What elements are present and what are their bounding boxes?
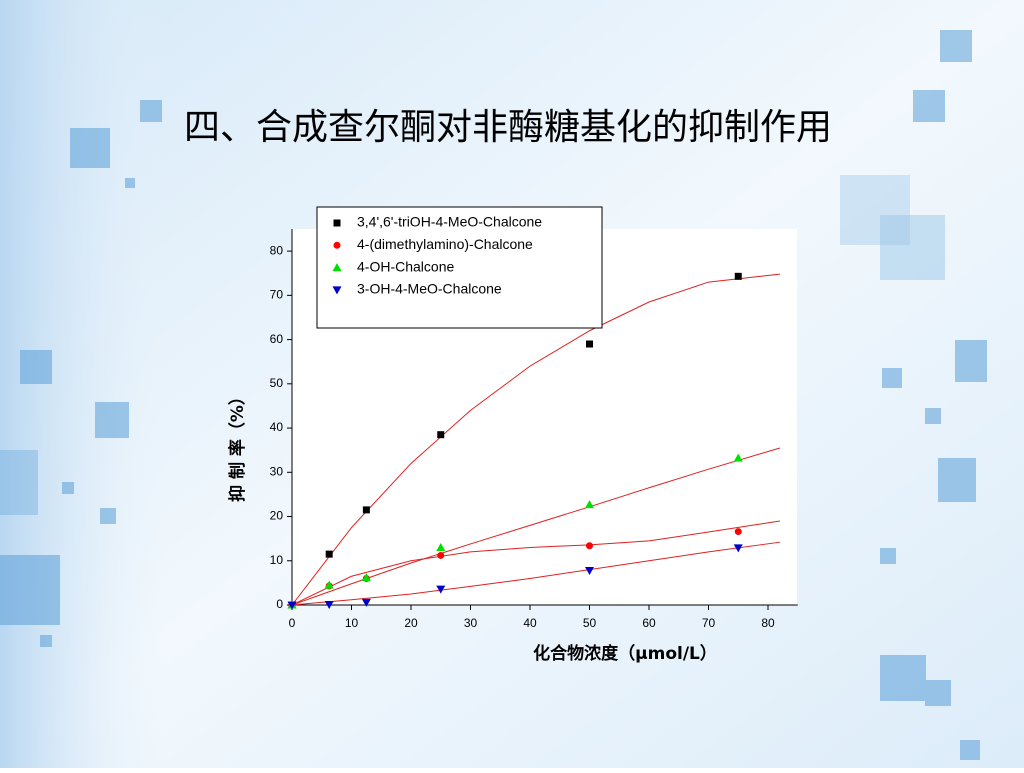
x-tick-label: 80 — [761, 616, 775, 630]
marker — [586, 340, 593, 348]
y-tick-label: 70 — [270, 288, 284, 302]
y-tick-label: 60 — [270, 332, 284, 346]
marker — [585, 500, 594, 509]
y-axis-label: 抑 制 率（%） — [227, 388, 248, 502]
marker — [437, 431, 445, 439]
legend-label: 4-(dimethylamino)-Chalcone — [357, 236, 533, 252]
fit-curve — [291, 520, 780, 606]
marker — [734, 528, 742, 536]
y-tick-label: 20 — [270, 509, 284, 523]
marker — [324, 580, 334, 589]
marker — [437, 551, 445, 559]
marker — [361, 573, 371, 582]
x-tick-label: 10 — [345, 616, 359, 630]
marker — [586, 542, 593, 550]
legend-marker — [332, 286, 342, 295]
legend-marker — [333, 219, 341, 227]
x-tick-label: 0 — [289, 616, 296, 630]
x-tick-label: 70 — [702, 616, 716, 630]
legend-box — [316, 206, 603, 329]
marker — [325, 550, 333, 558]
marker — [361, 598, 371, 607]
marker — [733, 544, 743, 553]
fit-curve — [291, 273, 780, 606]
marker — [287, 601, 297, 610]
x-tick-label: 50 — [583, 616, 597, 630]
slide-title: 四、合成查尔酮对非酶糖基化的抑制作用 — [184, 107, 832, 148]
legend-marker — [332, 263, 342, 272]
x-tick-label: 40 — [523, 616, 537, 630]
marker — [436, 585, 446, 594]
fit-curve — [291, 447, 781, 606]
marker — [585, 566, 594, 575]
marker — [362, 506, 370, 514]
y-tick-label: 0 — [276, 597, 283, 611]
y-tick-label: 80 — [270, 243, 284, 257]
x-tick-label: 30 — [464, 616, 478, 630]
marker — [733, 453, 743, 462]
fit-curve — [291, 541, 780, 606]
legend-label: 3-OH-4-MeO-Chalcone — [357, 281, 502, 297]
marker — [436, 542, 446, 551]
marker — [734, 272, 742, 280]
x-tick-label: 20 — [404, 616, 418, 630]
y-tick-label: 10 — [270, 553, 284, 567]
y-tick-label: 30 — [270, 464, 284, 478]
legend-label: 3,4',6'-triOH-4-MeO-Chalcone — [357, 214, 542, 230]
x-axis-label: 化合物浓度（μmol/L） — [533, 643, 717, 664]
y-tick-label: 40 — [270, 420, 284, 434]
x-tick-label: 60 — [642, 616, 656, 630]
y-tick-label: 50 — [270, 376, 284, 390]
decor-squares — [0, 30, 987, 760]
marker — [324, 601, 334, 610]
legend-label: 4-OH-Chalcone — [357, 258, 454, 274]
legend-marker — [333, 241, 341, 249]
